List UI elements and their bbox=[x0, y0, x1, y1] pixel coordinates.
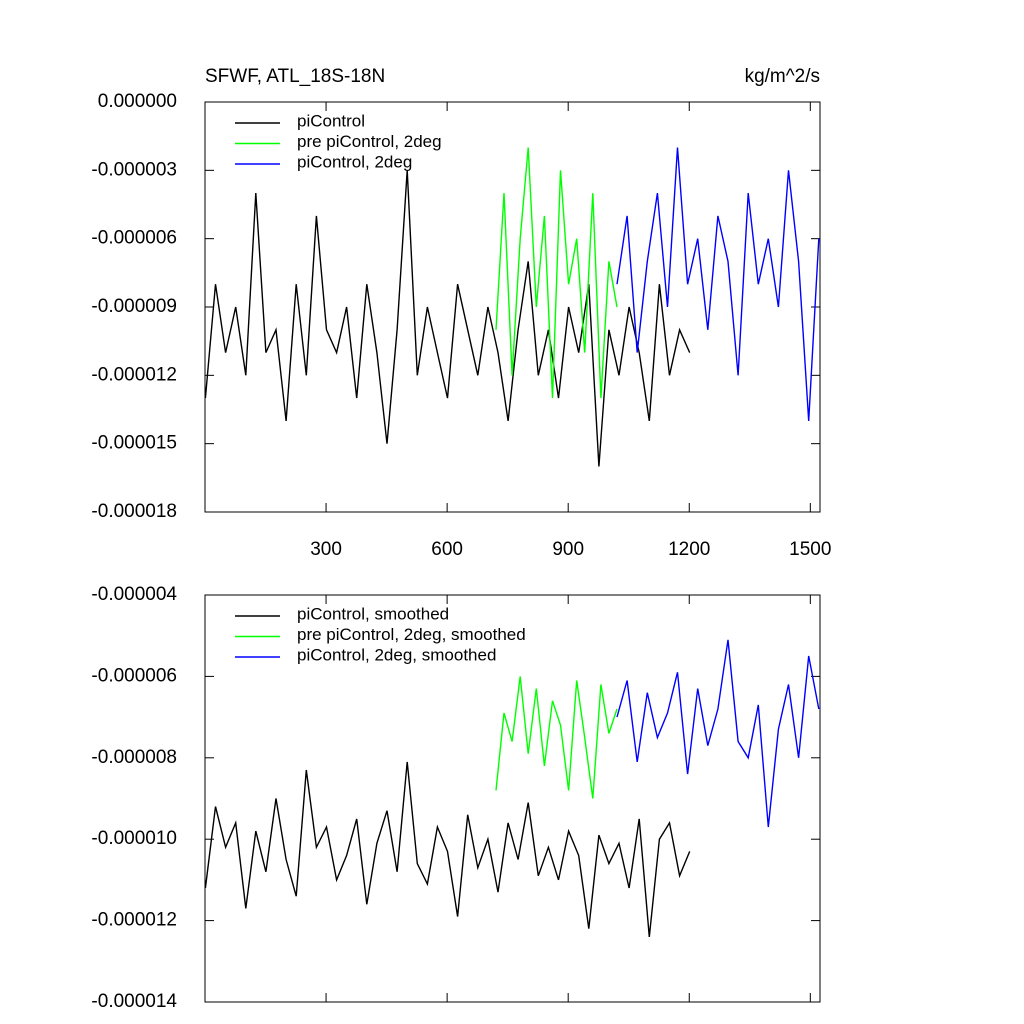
y-tick-label: -0.000012 bbox=[91, 910, 177, 931]
y-tick-label: -0.000006 bbox=[91, 228, 177, 249]
legend-label: piControl, 2deg bbox=[297, 152, 412, 171]
legend-label: piControl bbox=[297, 111, 365, 130]
x-tick-label: 1200 bbox=[668, 539, 710, 560]
y-tick-label: 0.000000 bbox=[98, 91, 177, 112]
x-tick-label: 900 bbox=[552, 539, 584, 560]
y-tick-label: -0.000010 bbox=[91, 828, 177, 849]
data-line bbox=[204, 761, 691, 937]
y-tick-label: -0.000006 bbox=[91, 665, 177, 686]
data-line bbox=[495, 147, 618, 399]
data-line bbox=[204, 170, 691, 467]
legend-label: piControl, smoothed bbox=[297, 604, 449, 623]
y-tick-label: -0.000008 bbox=[91, 747, 177, 768]
data-line bbox=[495, 676, 618, 799]
legend-label: piControl, 2deg, smoothed bbox=[297, 645, 496, 664]
y-tick-label: -0.000012 bbox=[91, 364, 177, 385]
units-label: kg/m^2/s bbox=[745, 66, 820, 87]
y-tick-label: -0.000003 bbox=[91, 159, 177, 180]
x-tick-label: 600 bbox=[431, 539, 463, 560]
chart-title: SFWF, ATL_18S-18N bbox=[205, 66, 385, 87]
y-tick-label: -0.000009 bbox=[91, 296, 177, 317]
y-tick-label: -0.000014 bbox=[91, 991, 177, 1012]
y-tick-label: -0.000004 bbox=[91, 584, 177, 605]
x-tick-label: 1500 bbox=[789, 539, 831, 560]
data-line bbox=[616, 639, 820, 828]
y-tick-label: -0.000015 bbox=[91, 433, 177, 454]
y-tick-label: -0.000018 bbox=[91, 501, 177, 522]
data-line bbox=[616, 147, 820, 421]
legend-label: pre piControl, 2deg bbox=[297, 132, 442, 151]
legend-label: pre piControl, 2deg, smoothed bbox=[297, 625, 526, 644]
plot-frame bbox=[204, 594, 821, 1003]
x-tick-label: 300 bbox=[310, 539, 342, 560]
